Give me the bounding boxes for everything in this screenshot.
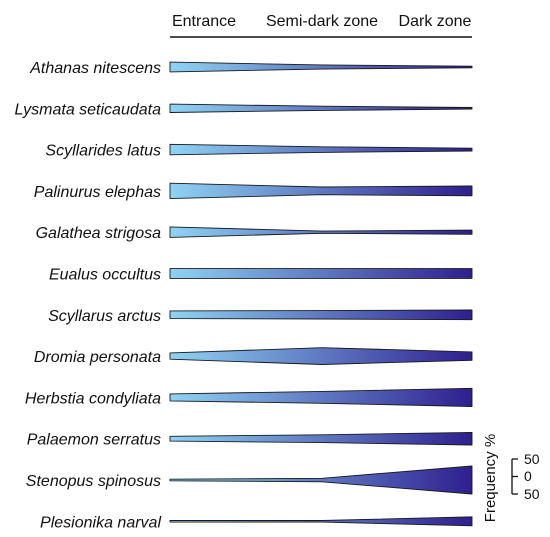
kite-shape xyxy=(169,347,473,365)
kite-shape xyxy=(169,61,473,73)
kite-shape xyxy=(169,387,473,407)
kite-shape xyxy=(169,431,473,446)
species-label: Dromia personata xyxy=(34,349,161,366)
species-label: Athanas nitescens xyxy=(29,60,161,77)
scale-label-bottom: 50 xyxy=(524,486,540,502)
species-row: Eualus occultus xyxy=(49,267,473,284)
kite-shape xyxy=(169,143,473,156)
species-row: Scyllarus arctus xyxy=(48,308,473,325)
species-label: Galathea strigosa xyxy=(36,225,162,242)
species-label: Stenopus spinosus xyxy=(26,473,161,490)
kite-shape xyxy=(169,309,473,321)
species-label: Plesionika narval xyxy=(40,514,161,531)
species-row: Herbstia condyliata xyxy=(25,387,473,407)
zone-label-entrance: Entrance xyxy=(172,13,236,30)
species-label: Palinurus elephas xyxy=(34,184,161,201)
species-label: Lysmata seticaudata xyxy=(15,101,162,118)
species-rows: Athanas nitescens Lysmata seticaudata Scyl… xyxy=(15,60,473,531)
species-label: Scyllarus arctus xyxy=(48,308,161,325)
kite-shape xyxy=(169,516,473,527)
zone-label-dark: Dark zone xyxy=(399,13,472,30)
scale-label-mid: 0 xyxy=(524,468,532,484)
species-row: Stenopus spinosus xyxy=(26,465,473,495)
species-label: Herbstia condyliata xyxy=(25,390,161,407)
species-label: Eualus occultus xyxy=(49,267,161,284)
kite-shape xyxy=(169,182,473,200)
species-row: Lysmata seticaudata xyxy=(15,101,473,118)
frequency-scale: Frequency % 50 0 50 xyxy=(482,434,540,522)
kite-shape xyxy=(169,103,473,113)
species-row: Scyllarides latus xyxy=(45,143,473,160)
zone-header: Entrance Semi-dark zone Dark zone xyxy=(170,13,472,38)
species-row: Galathea strigosa xyxy=(36,225,473,242)
species-row: Plesionika narval xyxy=(40,514,473,531)
zone-label-semi-dark: Semi-dark zone xyxy=(266,13,378,30)
kite-shape xyxy=(169,465,473,495)
species-row: Dromia personata xyxy=(34,347,473,366)
scale-label-top: 50 xyxy=(524,451,540,467)
kite-shape xyxy=(169,268,473,279)
species-row: Palinurus elephas xyxy=(34,182,473,201)
species-row: Athanas nitescens xyxy=(29,60,473,77)
kite-shape xyxy=(169,226,473,238)
frequency-axis-title: Frequency % xyxy=(482,434,499,522)
species-label: Scyllarides latus xyxy=(45,143,161,160)
species-row: Palaemon serratus xyxy=(27,431,473,449)
species-label: Palaemon serratus xyxy=(27,432,161,449)
